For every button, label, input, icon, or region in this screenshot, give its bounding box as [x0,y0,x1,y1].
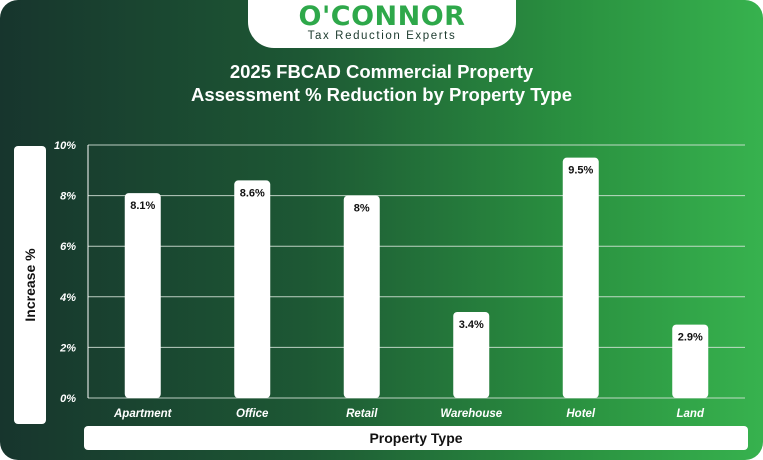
y-tick-label: 6% [60,241,76,253]
data-label: 8.6% [240,187,265,199]
data-label: 2.9% [678,332,703,344]
chart-title-line-1: 2025 FBCAD Commercial Property [229,61,534,82]
x-tick-label: Apartment [113,408,173,420]
data-label: 9.5% [568,165,593,177]
brand-tagline: Tax Reduction Experts [307,30,457,42]
x-tick-label: Retail [346,408,378,420]
y-tick-label: 8% [60,191,76,203]
chart-title: 2025 FBCAD Commercial Property Assessmen… [120,60,643,106]
y-tick-label: 0% [60,393,76,405]
data-label: 3.4% [459,319,484,331]
bar-apartment [124,193,161,398]
brand-logo: O'CONNOR [298,1,466,32]
bar-office [234,180,271,398]
logo-tab: O'CONNOR Tax Reduction Experts [248,0,516,48]
x-tick-label: Warehouse [440,408,502,420]
bar-hotel [562,157,599,398]
y-tick-label: 10% [54,140,76,152]
y-tick-label: 4% [59,292,76,304]
bar-retail [343,195,380,398]
x-tick-label: Land [677,408,705,420]
y-tick-label: 2% [59,342,76,354]
x-axis-label: Property Type [84,426,748,450]
x-tick-label: Office [236,408,269,420]
data-label: 8% [354,203,370,215]
y-axis-label-box: Increase % [14,146,46,424]
data-label: 8.1% [130,200,155,212]
x-tick-label: Hotel [566,408,596,420]
chart-title-line-2: Assessment % Reduction by Property Type [190,84,573,105]
bar-land [672,324,709,398]
bar-warehouse [453,311,490,398]
